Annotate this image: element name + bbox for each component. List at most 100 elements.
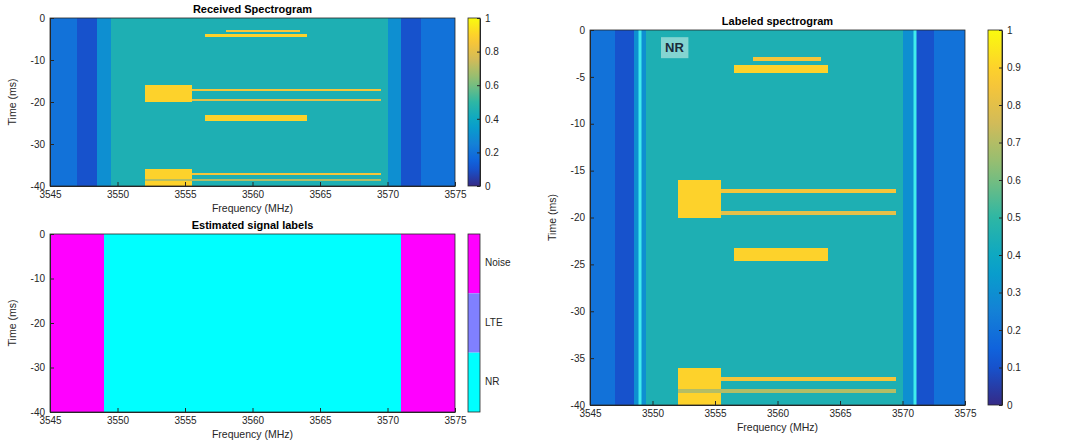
y-tick-label: -10 [31, 55, 46, 66]
y-axis-title: Time (ms) [6, 300, 18, 347]
colorbar-tick-mark [999, 143, 1002, 144]
colorbar-tick-label: 1 [1007, 25, 1013, 36]
x-tick-mark [118, 408, 119, 412]
y-tick: -40 [31, 407, 54, 418]
colorbar-tick: 0 [477, 181, 491, 192]
y-tick-mark [50, 186, 54, 187]
x-tick: 3560 [767, 401, 790, 419]
x-tick-label: 3570 [892, 408, 915, 419]
x-tick-mark [715, 401, 716, 405]
colorbar-tick: 0.7 [999, 137, 1021, 148]
plot-frame [590, 30, 965, 405]
y-tick-label: 0 [39, 229, 45, 240]
colorbar-tick-mark [477, 152, 480, 153]
y-tick-mark [590, 218, 594, 219]
x-tick: 3555 [174, 182, 197, 200]
heatmap-cell [50, 18, 77, 186]
y-tick-mark [50, 368, 54, 369]
y-tick-mark [590, 405, 594, 406]
annotation-text: NR [665, 40, 684, 55]
heatmap-cell [421, 18, 455, 186]
y-tick: 0 [39, 13, 54, 24]
plot-frame [50, 234, 455, 412]
y-tick-mark [50, 102, 54, 103]
x-tick-mark [965, 401, 966, 405]
heatmap-cell [721, 189, 896, 193]
x-tick: 3550 [107, 408, 130, 426]
title: Estimated signal labels [192, 219, 314, 231]
label-cell [50, 234, 104, 412]
x-tick-mark [253, 182, 254, 186]
x-tick: 3570 [377, 408, 400, 426]
heatmap-cell [145, 85, 192, 102]
colorbar-class-label: Noise [485, 257, 511, 268]
y-tick-mark [50, 279, 54, 280]
x-tick-mark [185, 182, 186, 186]
heatmap-cell [388, 18, 402, 186]
x-tick: 3560 [242, 182, 265, 200]
x-tick: 3570 [377, 182, 400, 200]
colorbar: NoiseLTENR [468, 234, 511, 412]
x-tick-mark [653, 401, 654, 405]
title: Labeled spectrogram [722, 15, 833, 27]
x-tick-mark [778, 401, 779, 405]
colorbar-tick-mark [477, 119, 480, 120]
y-tick-mark [50, 234, 54, 235]
y-tick: -15 [571, 165, 594, 176]
y-axis-title: Time (ms) [6, 79, 18, 126]
colorbar-tick-mark [999, 255, 1002, 256]
x-tick-label: 3570 [377, 415, 400, 426]
label-boundary [639, 30, 642, 405]
y-tick-mark [50, 60, 54, 61]
heatmap-cell [678, 368, 722, 406]
colorbar-tick-label: 0.4 [1007, 250, 1021, 261]
colorbar-tick-label: 0.7 [1007, 137, 1021, 148]
colorbar-tick-mark [999, 180, 1002, 181]
y-tick-label: 0 [39, 13, 45, 24]
y-tick-label: -30 [571, 306, 586, 317]
x-axis-title: Frequency (MHz) [737, 421, 818, 433]
heatmap-cell [734, 248, 828, 261]
plot-area [50, 18, 455, 186]
colorbar-tick: 0.9 [999, 62, 1021, 73]
x-tick-mark [903, 401, 904, 405]
x-tick-label: 3555 [174, 189, 197, 200]
y-tick: -30 [31, 362, 54, 373]
colorbar-tick: 0.6 [999, 175, 1021, 186]
colorbar-axis: 00.10.20.30.40.50.60.70.80.91 [999, 25, 1021, 411]
x-axis-title: Frequency (MHz) [212, 202, 293, 214]
x-tick-mark [185, 408, 186, 412]
colorbar-tick-mark [999, 105, 1002, 106]
plot-frame [50, 18, 455, 186]
y-tick: -30 [31, 139, 54, 150]
title: Received Spectrogram [193, 3, 312, 15]
heatmap-cell [721, 377, 896, 381]
x-axis: 3545355035553560356535703575 [579, 401, 977, 419]
colorbar-class [468, 234, 480, 293]
colorbar-tick-mark [477, 18, 480, 19]
x-tick-mark [455, 408, 456, 412]
panel: 3545355035553560356535703575-40-30-20-10… [6, 219, 511, 440]
heatmap-cell [934, 30, 965, 405]
x-tick-mark [320, 408, 321, 412]
heatmap-cell [615, 30, 634, 405]
x-tick: 3565 [829, 401, 852, 419]
x-tick: 3550 [107, 182, 130, 200]
colorbar-tick-label: 0.8 [485, 46, 499, 57]
plot-area [50, 234, 455, 412]
heatmap-cell [111, 18, 388, 186]
colorbar-tick-mark [999, 293, 1002, 294]
y-tick-mark [50, 144, 54, 145]
colorbar-tick-mark [999, 405, 1002, 406]
x-tick-label: 3550 [107, 415, 130, 426]
y-axis: -40-35-30-25-20-15-10-50 [571, 25, 594, 411]
heatmap-cell [205, 115, 306, 121]
x-axis: 3545355035553560356535703575 [39, 182, 467, 200]
y-axis: -40-30-20-100 [31, 13, 54, 192]
heatmap-cell [753, 57, 822, 61]
x-tick: 3550 [642, 401, 665, 419]
y-tick: -10 [31, 55, 54, 66]
colorbar-tick: 1 [999, 25, 1013, 36]
heatmap-cell [915, 30, 934, 405]
x-tick-label: 3560 [242, 415, 265, 426]
